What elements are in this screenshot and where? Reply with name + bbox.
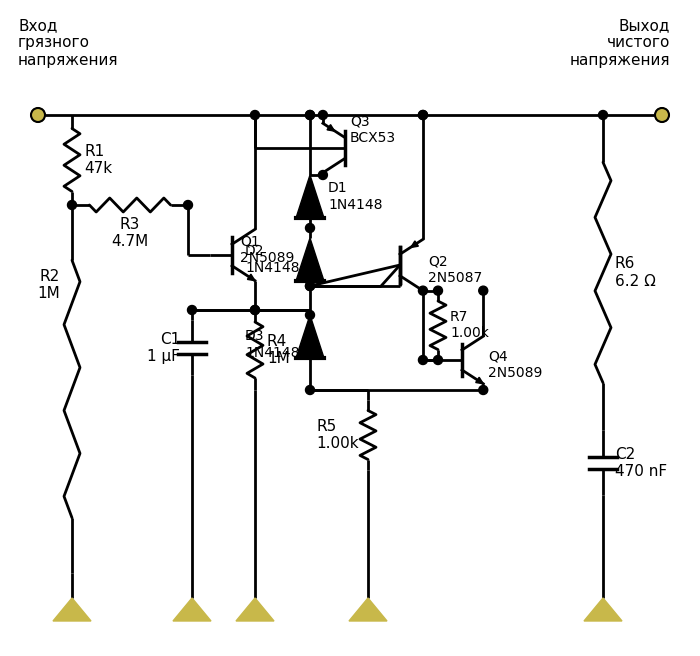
Polygon shape [53, 598, 91, 621]
Circle shape [598, 110, 608, 119]
Circle shape [419, 110, 428, 119]
Text: Вход
грязного
напряжения: Вход грязного напряжения [18, 18, 118, 68]
Circle shape [305, 224, 314, 232]
Circle shape [655, 108, 669, 122]
Polygon shape [173, 598, 211, 621]
Circle shape [34, 110, 43, 119]
Circle shape [419, 286, 428, 295]
Circle shape [305, 386, 314, 394]
Polygon shape [349, 598, 387, 621]
Circle shape [251, 306, 260, 314]
Circle shape [318, 171, 328, 180]
Circle shape [305, 310, 314, 319]
Text: D2
1N4148: D2 1N4148 [245, 245, 300, 275]
Circle shape [183, 201, 192, 209]
Text: C1
1 μF: C1 1 μF [147, 332, 180, 364]
Text: Q4
2N5089: Q4 2N5089 [489, 350, 542, 380]
Text: R4
1M: R4 1M [267, 334, 290, 366]
Text: R7
1.00k: R7 1.00k [450, 310, 489, 340]
Text: Q3
BCX53: Q3 BCX53 [350, 115, 396, 145]
Text: C2
470 nF: C2 470 nF [615, 447, 667, 479]
Circle shape [479, 386, 488, 394]
Circle shape [305, 281, 314, 291]
Text: Q2
2N5087: Q2 2N5087 [428, 255, 482, 285]
Circle shape [318, 110, 328, 119]
Circle shape [305, 281, 314, 291]
Text: Q1
2N5089: Q1 2N5089 [240, 235, 295, 265]
Text: R5
1.00k: R5 1.00k [316, 419, 358, 451]
Circle shape [433, 356, 442, 365]
Circle shape [305, 110, 314, 119]
Circle shape [419, 356, 428, 365]
Text: R1
47k: R1 47k [84, 144, 112, 176]
Polygon shape [296, 315, 324, 358]
Circle shape [31, 108, 45, 122]
Text: R6
6.2 Ω: R6 6.2 Ω [615, 256, 656, 289]
Circle shape [305, 110, 314, 119]
Polygon shape [476, 377, 483, 384]
Polygon shape [296, 175, 324, 218]
Polygon shape [296, 238, 324, 281]
Polygon shape [584, 598, 622, 621]
Circle shape [479, 286, 488, 295]
Circle shape [251, 306, 260, 314]
Text: D1
1N4148: D1 1N4148 [328, 182, 382, 212]
Circle shape [419, 110, 428, 119]
Circle shape [251, 110, 260, 119]
Text: R3
4.7M: R3 4.7M [111, 217, 148, 249]
Circle shape [67, 201, 76, 209]
Circle shape [433, 286, 442, 295]
Circle shape [188, 306, 197, 314]
Text: Выход
чистого
напряжения: Выход чистого напряжения [570, 18, 670, 68]
Polygon shape [236, 598, 274, 621]
Text: R2
1M: R2 1M [37, 269, 60, 301]
Text: D3
1N4148: D3 1N4148 [245, 329, 300, 359]
Polygon shape [247, 274, 255, 281]
Polygon shape [411, 241, 419, 247]
Polygon shape [327, 125, 335, 131]
